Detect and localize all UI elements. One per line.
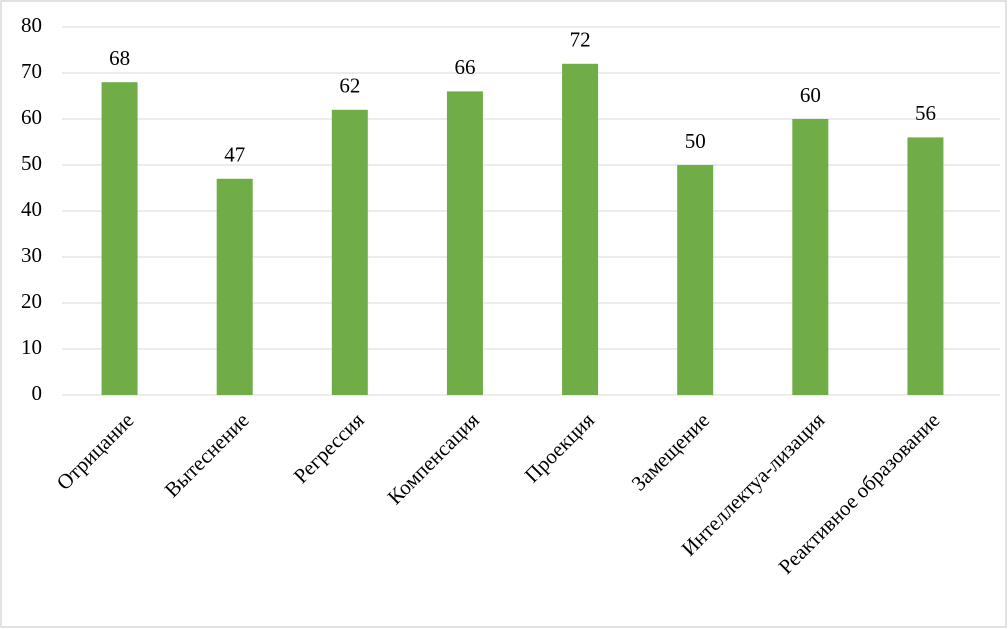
data-label: 56	[915, 101, 936, 125]
data-label: 50	[685, 129, 706, 153]
data-label: 68	[109, 46, 130, 70]
data-label: 62	[339, 74, 360, 98]
bar	[677, 165, 714, 395]
bar	[562, 63, 599, 396]
data-label: 66	[454, 55, 475, 79]
y-tick-label: 20	[21, 289, 42, 313]
bar	[446, 91, 483, 396]
bar	[331, 109, 368, 396]
y-tick-label: 60	[21, 105, 42, 129]
bar	[101, 82, 138, 395]
y-tick-label: 10	[21, 335, 42, 359]
bar	[907, 137, 944, 395]
y-tick-label: 30	[21, 243, 42, 267]
y-tick-label: 0	[32, 381, 43, 405]
data-label: 47	[224, 143, 245, 167]
data-label: 72	[570, 28, 591, 52]
data-label: 60	[800, 83, 821, 107]
y-tick-label: 80	[21, 13, 42, 37]
y-tick-label: 40	[21, 197, 42, 221]
bar	[216, 178, 253, 395]
y-tick-label: 50	[21, 151, 42, 175]
y-tick-label: 70	[21, 59, 42, 83]
bar	[792, 119, 829, 395]
